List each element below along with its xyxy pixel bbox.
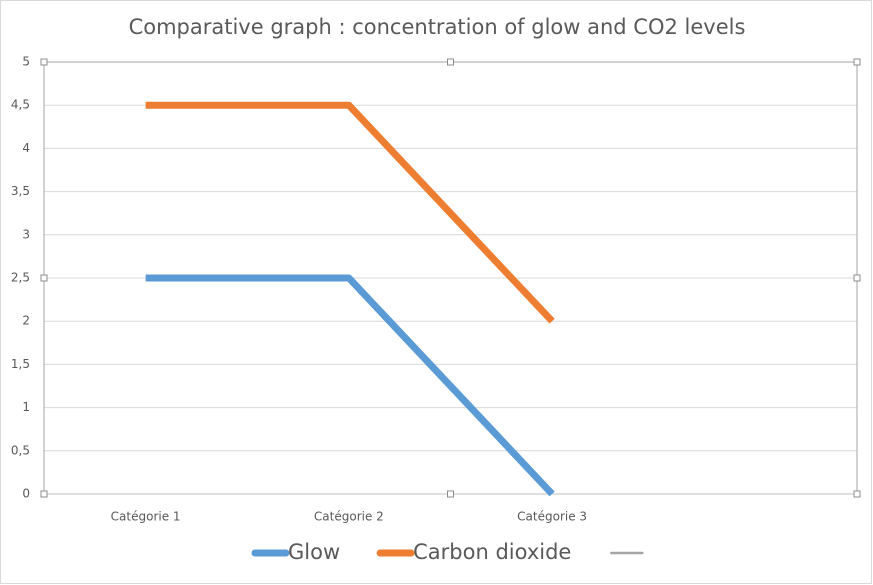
x-tick-label: Catégorie 3 bbox=[517, 510, 587, 524]
chart-title: Comparative graph : concentration of glo… bbox=[129, 15, 746, 39]
series-line bbox=[145, 101, 555, 324]
selection-handle bbox=[40, 274, 48, 282]
y-tick-label: 4,5 bbox=[11, 98, 30, 112]
y-tick-label: 3,5 bbox=[11, 184, 30, 198]
legend-label: Carbon dioxide bbox=[413, 540, 571, 564]
y-tick-label: 5 bbox=[22, 55, 30, 69]
selection-handle bbox=[853, 274, 861, 282]
x-tick-label: Catégorie 2 bbox=[314, 510, 384, 524]
selection-handle bbox=[853, 58, 861, 66]
legend-label: Glow bbox=[288, 540, 340, 564]
y-tick-label: 1,5 bbox=[11, 357, 30, 371]
y-tick-label: 3 bbox=[22, 227, 30, 241]
y-tick-label: 0,5 bbox=[11, 443, 30, 457]
selection-handle bbox=[447, 490, 454, 498]
x-tick-label: Catégorie 1 bbox=[111, 510, 181, 524]
selection-handle bbox=[40, 58, 48, 66]
y-tick-label: 2,5 bbox=[11, 271, 30, 285]
selection-handle bbox=[40, 490, 48, 498]
selection-handle bbox=[447, 58, 454, 66]
y-tick-label: 4 bbox=[22, 141, 30, 155]
selection-handle bbox=[853, 490, 861, 498]
y-tick-label: 0 bbox=[22, 487, 30, 501]
y-tick-label: 1 bbox=[22, 400, 30, 414]
series-line bbox=[145, 274, 555, 497]
y-tick-label: 2 bbox=[22, 314, 30, 328]
